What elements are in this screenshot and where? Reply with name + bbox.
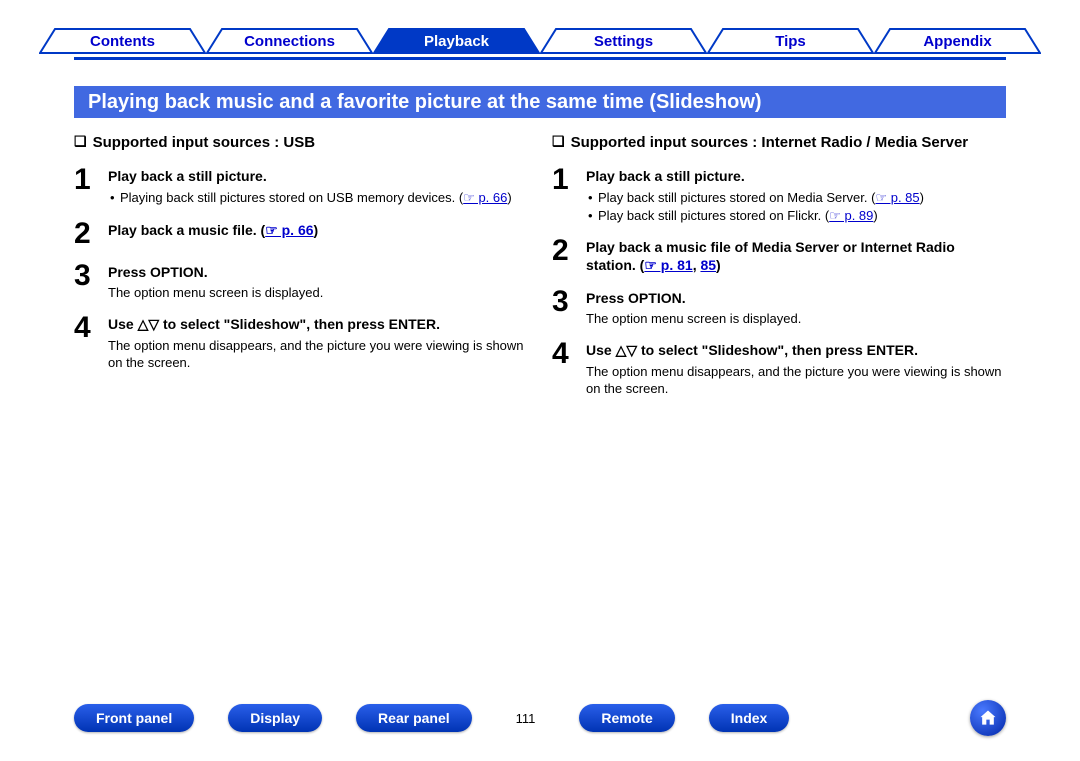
tab-label: Contents bbox=[90, 33, 155, 50]
step-number: 4 bbox=[552, 335, 586, 369]
section-title-text: Playing back music and a favorite pictur… bbox=[88, 91, 762, 114]
step-title: Use △▽ to select "Slideshow", then press… bbox=[586, 341, 1006, 359]
tab-label: Connections bbox=[244, 33, 335, 50]
step-title: Press OPTION. bbox=[586, 289, 1006, 307]
step-title: Press OPTION. bbox=[108, 263, 528, 281]
step-title: Play back a music file. (☞ p. 66) bbox=[108, 221, 528, 239]
step-body: Use △▽ to select "Slideshow", then press… bbox=[586, 335, 1006, 397]
step-number: 2 bbox=[74, 215, 108, 249]
home-icon bbox=[978, 708, 998, 728]
rear-panel-button[interactable]: Rear panel bbox=[356, 704, 472, 732]
home-button[interactable] bbox=[970, 700, 1006, 736]
step-body: Play back a still picture. Play back stil… bbox=[586, 161, 1006, 224]
step: 3Press OPTION. The option menu screen is … bbox=[552, 283, 1006, 328]
step-description: The option menu disappears, and the pict… bbox=[108, 337, 528, 372]
tab-settings[interactable]: Settings bbox=[540, 28, 707, 54]
bullet-list: Playing back still pictures stored on US… bbox=[108, 189, 528, 207]
tab-connections[interactable]: Connections bbox=[206, 28, 373, 54]
step-description: The option menu screen is displayed. bbox=[586, 310, 1006, 328]
tab-label: Appendix bbox=[923, 33, 991, 50]
step-title: Play back a music file of Media Server o… bbox=[586, 238, 1006, 274]
heading-text: Supported input sources : Internet Radio… bbox=[571, 134, 969, 151]
step-body: Press OPTION. The option menu screen is d… bbox=[586, 283, 1006, 328]
tab-tips[interactable]: Tips bbox=[707, 28, 874, 54]
top-tabs: Contents Connections Playback Settings Tips A… bbox=[0, 28, 1080, 54]
page-ref-link[interactable]: ☞ p. 85 bbox=[875, 190, 919, 205]
page-number: 111 bbox=[516, 711, 536, 726]
page-ref-link[interactable]: ☞ p. 66 bbox=[463, 190, 507, 205]
section-title: Playing back music and a favorite pictur… bbox=[74, 86, 1006, 118]
step-body: Play back a music file of Media Server o… bbox=[586, 232, 1006, 274]
left-column: ❏Supported input sources : USB1Play back… bbox=[74, 134, 528, 406]
right-column: ❏ Supported input sources : Internet Radi… bbox=[552, 134, 1006, 406]
subsection-heading: ❏ Supported input sources : USB bbox=[74, 134, 528, 151]
steps-list: 1Play back a still picture. Play back sti… bbox=[552, 161, 1006, 398]
page-ref-link[interactable]: ☞ p. 81 bbox=[644, 257, 692, 273]
step-title: Play back a still picture. bbox=[586, 167, 1006, 185]
front-panel-button[interactable]: Front panel bbox=[74, 704, 194, 732]
content-columns: ❏Supported input sources : USB1Play back… bbox=[74, 134, 1006, 406]
step-body: Play back a still picture. Playing back s… bbox=[108, 161, 528, 207]
step-description: The option menu disappears, and the pict… bbox=[586, 363, 1006, 398]
manual-page: Contents Connections Playback Settings Tips A… bbox=[0, 0, 1080, 761]
step: 4Use △▽ to select "Slideshow", then pres… bbox=[74, 309, 528, 371]
step: 2Play back a music file. (☞ p. 66) bbox=[74, 215, 528, 249]
page-ref-link[interactable]: ☞ p. 66 bbox=[265, 222, 313, 238]
tab-label: Playback bbox=[424, 33, 489, 50]
top-rule bbox=[74, 57, 1006, 60]
index-button[interactable]: Index bbox=[709, 704, 790, 732]
step-title: Play back a still picture. bbox=[108, 167, 528, 185]
display-button[interactable]: Display bbox=[228, 704, 322, 732]
step: 3Press OPTION. The option menu screen is … bbox=[74, 257, 528, 302]
step-number: 3 bbox=[552, 283, 586, 317]
bullet-item: Play back still pictures stored on Media… bbox=[586, 189, 1006, 207]
bullet-list: Play back still pictures stored on Media… bbox=[586, 189, 1006, 224]
step-description: The option menu screen is displayed. bbox=[108, 284, 528, 302]
bottom-nav: Front panel Display Rear panel 111 Remot… bbox=[74, 703, 1006, 733]
heading-text: Supported input sources : USB bbox=[93, 134, 316, 151]
step-number: 2 bbox=[552, 232, 586, 266]
tab-label: Tips bbox=[775, 33, 806, 50]
tab-label: Settings bbox=[594, 33, 653, 50]
step-body: Use △▽ to select "Slideshow", then press… bbox=[108, 309, 528, 371]
step: 1Play back a still picture. Playing back … bbox=[74, 161, 528, 207]
step-number: 1 bbox=[552, 161, 586, 195]
subsection-heading: ❏ Supported input sources : Internet Radi… bbox=[552, 134, 1006, 151]
page-ref-link[interactable]: ☞ p. 89 bbox=[829, 208, 873, 223]
step-number: 1 bbox=[74, 161, 108, 195]
tab-contents[interactable]: Contents bbox=[39, 28, 206, 54]
heading-bullet-icon: ❏ bbox=[552, 134, 565, 149]
step: 1Play back a still picture. Play back sti… bbox=[552, 161, 1006, 224]
step-title: Use △▽ to select "Slideshow", then press… bbox=[108, 315, 528, 333]
step: 4Use △▽ to select "Slideshow", then pres… bbox=[552, 335, 1006, 397]
bullet-item: Playing back still pictures stored on US… bbox=[108, 189, 528, 207]
remote-button[interactable]: Remote bbox=[579, 704, 674, 732]
steps-list: 1Play back a still picture. Playing back … bbox=[74, 161, 528, 372]
bullet-item: Play back still pictures stored on Flick… bbox=[586, 207, 1006, 225]
tab-playback[interactable]: Playback bbox=[373, 28, 540, 54]
step: 2Play back a music file of Media Server … bbox=[552, 232, 1006, 274]
tab-appendix[interactable]: Appendix bbox=[874, 28, 1041, 54]
step-number: 3 bbox=[74, 257, 108, 291]
step-number: 4 bbox=[74, 309, 108, 343]
step-body: Play back a music file. (☞ p. 66) bbox=[108, 215, 528, 239]
step-body: Press OPTION. The option menu screen is d… bbox=[108, 257, 528, 302]
page-ref-link[interactable]: 85 bbox=[700, 257, 716, 273]
heading-bullet-icon: ❏ bbox=[74, 134, 87, 149]
